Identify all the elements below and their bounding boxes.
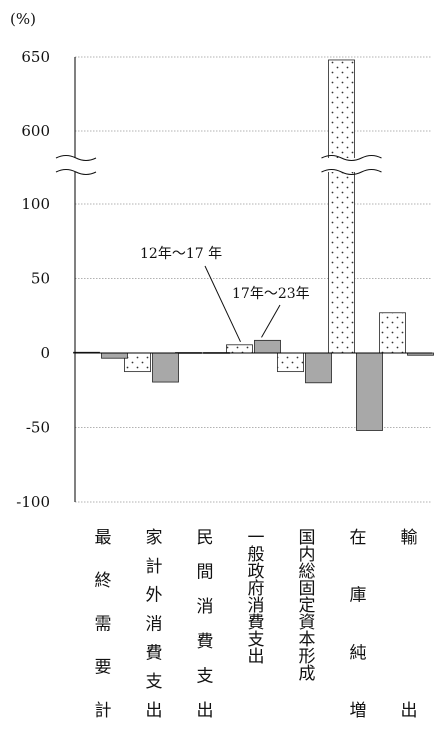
y-tick-label: 600 [21,122,50,140]
annotation-arrow [204,265,241,343]
y-tick-label: -50 [26,419,50,437]
category-label: 最終需要計 [90,528,111,718]
y-tick-label: 100 [21,195,50,213]
annotation-arrow [261,304,281,338]
bar [226,344,253,354]
category-label: 国内総固定資本形成 [294,528,315,681]
category-label: 輸出 [396,528,417,718]
category-label: 家計外消費支出 [141,528,162,718]
axis-break-mark [321,155,382,161]
bar [152,352,179,383]
bar [277,352,304,373]
y-tick-label: 0 [40,344,50,362]
axis-break-mark [55,155,97,161]
annotation-label: 17年〜23年 [232,286,310,302]
annotation-label: 12年〜17 年 [140,246,222,262]
category-label: 一般政府消費支出 [243,528,264,664]
y-axis-ticks: 650 600 100 50 0 -50 -100 [16,48,50,511]
bar [379,312,406,354]
axis-break-gap [321,158,364,172]
axes [55,57,432,502]
annotations: 12年〜17 年 17年〜23年 [140,246,310,343]
axis-break-mark [55,169,97,175]
bar [328,59,355,354]
bars [73,59,434,431]
bar [254,339,281,354]
y-tick-label: 50 [31,270,50,288]
bar [356,352,383,431]
bar [101,352,128,359]
category-label: 在庫純増 [345,528,366,718]
grid-lines [75,56,432,503]
bar [124,352,151,373]
bar [305,352,332,384]
axis-break-gap [56,158,102,172]
y-unit-label: (%) [10,10,36,28]
y-tick-label: 650 [21,48,50,66]
category-label: 民間消費支出 [192,528,213,718]
y-tick-label: -100 [16,493,50,511]
axis-break-mark [321,169,382,175]
